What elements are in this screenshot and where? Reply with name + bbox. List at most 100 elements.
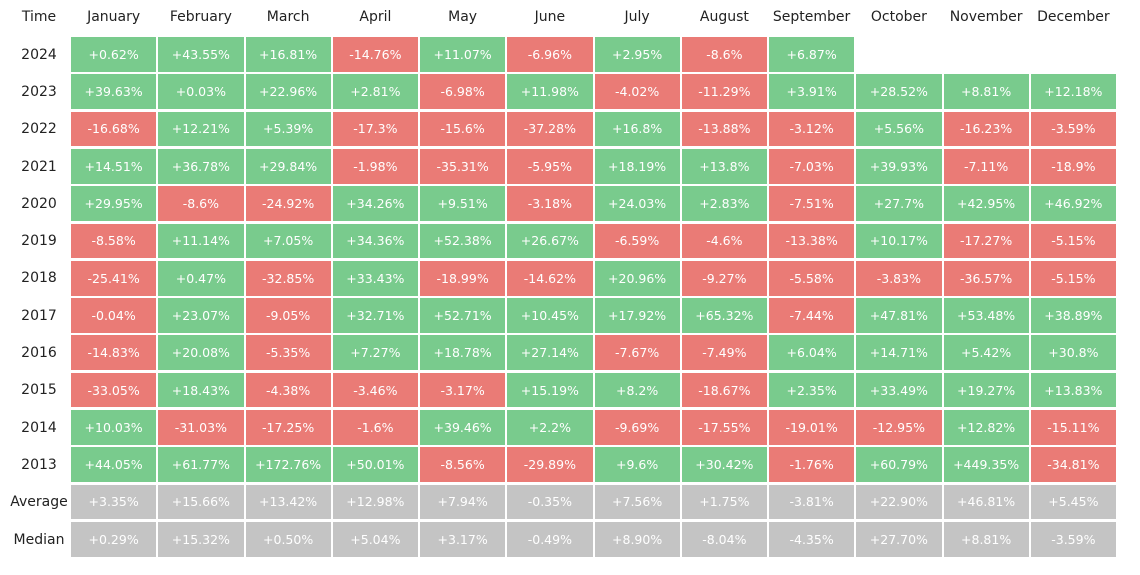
return-cell: +33.43% — [332, 260, 418, 296]
return-cell: -37.28% — [507, 111, 593, 147]
return-cell: +36.78% — [158, 148, 244, 184]
return-cell: -5.15% — [1030, 223, 1116, 259]
return-cell: -14.62% — [507, 260, 593, 296]
return-cell: +11.07% — [420, 37, 506, 72]
return-cell: -3.83% — [856, 260, 942, 296]
return-cell: -6.59% — [594, 223, 680, 259]
return-cell: +6.04% — [769, 335, 855, 371]
column-header: September — [772, 9, 851, 25]
return-cell: +26.67% — [507, 223, 593, 259]
year-label: 2018 — [21, 270, 57, 287]
return-cell: +10.03% — [71, 410, 157, 445]
return-cell: -24.92% — [245, 186, 331, 221]
return-cell: -4.6% — [681, 223, 767, 259]
return-cell: +15.32% — [158, 521, 244, 557]
return-cell: -15.11% — [1030, 410, 1116, 445]
return-cell: -33.05% — [71, 372, 157, 408]
return-cell: -9.27% — [681, 260, 767, 296]
return-cell: +1.75% — [681, 484, 767, 520]
return-cell: -13.38% — [769, 223, 855, 259]
return-cell: +30.8% — [1030, 335, 1116, 371]
return-cell: +16.81% — [245, 37, 331, 72]
return-cell: +29.95% — [71, 186, 157, 221]
return-cell: +19.27% — [943, 372, 1029, 408]
return-cell: +8.2% — [594, 372, 680, 408]
return-cell: -8.6% — [681, 37, 767, 72]
year-label: 2013 — [21, 456, 57, 473]
return-cell: -7.49% — [681, 335, 767, 371]
return-cell: +61.77% — [158, 447, 244, 483]
year-label: 2019 — [21, 233, 57, 250]
return-cell: -15.6% — [420, 111, 506, 147]
return-cell: -34.81% — [1030, 447, 1116, 483]
return-cell: +22.96% — [245, 74, 331, 110]
return-cell: +60.79% — [856, 447, 942, 483]
return-cell: -3.18% — [507, 186, 593, 221]
return-cell: +18.19% — [594, 148, 680, 184]
return-cell: -36.57% — [943, 260, 1029, 296]
return-cell: -6.96% — [507, 37, 593, 72]
return-cell: +8.81% — [943, 521, 1029, 557]
return-cell: +27.70% — [856, 521, 942, 557]
return-cell: -5.35% — [245, 335, 331, 371]
return-cell: -8.56% — [420, 447, 506, 483]
return-cell: +20.96% — [594, 260, 680, 296]
return-cell: -4.02% — [594, 74, 680, 110]
return-cell: +44.05% — [71, 447, 157, 483]
return-cell: +3.17% — [420, 521, 506, 557]
return-cell: -3.59% — [1030, 521, 1116, 557]
return-cell: -4.38% — [245, 372, 331, 408]
return-cell: -14.76% — [332, 37, 418, 72]
year-label: 2016 — [21, 345, 57, 362]
return-cell: +7.94% — [420, 484, 506, 520]
return-cell: -7.51% — [769, 186, 855, 221]
return-cell: -1.76% — [769, 447, 855, 483]
return-cell: -32.85% — [245, 260, 331, 296]
column-header: August — [699, 9, 749, 25]
return-cell: +172.76% — [245, 447, 331, 483]
return-cell: -18.67% — [681, 372, 767, 408]
return-cell: +13.8% — [681, 148, 767, 184]
return-cell: +15.66% — [158, 484, 244, 520]
summary-label: Average — [10, 494, 68, 511]
return-cell: +34.36% — [332, 223, 418, 259]
return-cell: -17.27% — [943, 223, 1029, 259]
return-cell: +12.98% — [332, 484, 418, 520]
year-label: 2020 — [21, 195, 57, 212]
year-label: 2017 — [21, 307, 57, 324]
return-cell: +47.81% — [856, 298, 942, 333]
return-cell: -7.67% — [594, 335, 680, 371]
return-cell: -8.04% — [681, 521, 767, 557]
return-cell: +3.91% — [769, 74, 855, 110]
return-cell: +2.83% — [681, 186, 767, 221]
return-cell: +7.27% — [332, 335, 418, 371]
return-cell: +22.90% — [856, 484, 942, 520]
return-cell: +449.35% — [943, 447, 1029, 483]
return-cell: +5.42% — [943, 335, 1029, 371]
return-cell: +12.82% — [943, 410, 1029, 445]
column-header: February — [169, 9, 232, 25]
return-cell: +18.78% — [420, 335, 506, 371]
return-cell: +14.71% — [856, 335, 942, 371]
return-cell: -25.41% — [71, 260, 157, 296]
return-cell: -0.04% — [71, 298, 157, 333]
return-cell: +2.95% — [594, 37, 680, 72]
return-cell: -3.46% — [332, 372, 418, 408]
return-cell: +14.51% — [71, 148, 157, 184]
column-header: Time — [21, 9, 57, 25]
return-cell: +11.98% — [507, 74, 593, 110]
return-cell: +2.81% — [332, 74, 418, 110]
year-label: 2024 — [21, 46, 57, 63]
return-cell: +5.04% — [332, 521, 418, 557]
return-cell: +15.19% — [507, 372, 593, 408]
return-cell: -1.98% — [332, 148, 418, 184]
return-cell: +23.07% — [158, 298, 244, 333]
return-cell: -9.05% — [245, 298, 331, 333]
return-cell: -1.6% — [332, 410, 418, 445]
return-cell: +13.83% — [1030, 372, 1116, 408]
return-cell: -5.15% — [1030, 260, 1116, 296]
return-cell: +16.8% — [594, 111, 680, 147]
return-cell: +0.29% — [71, 521, 157, 557]
